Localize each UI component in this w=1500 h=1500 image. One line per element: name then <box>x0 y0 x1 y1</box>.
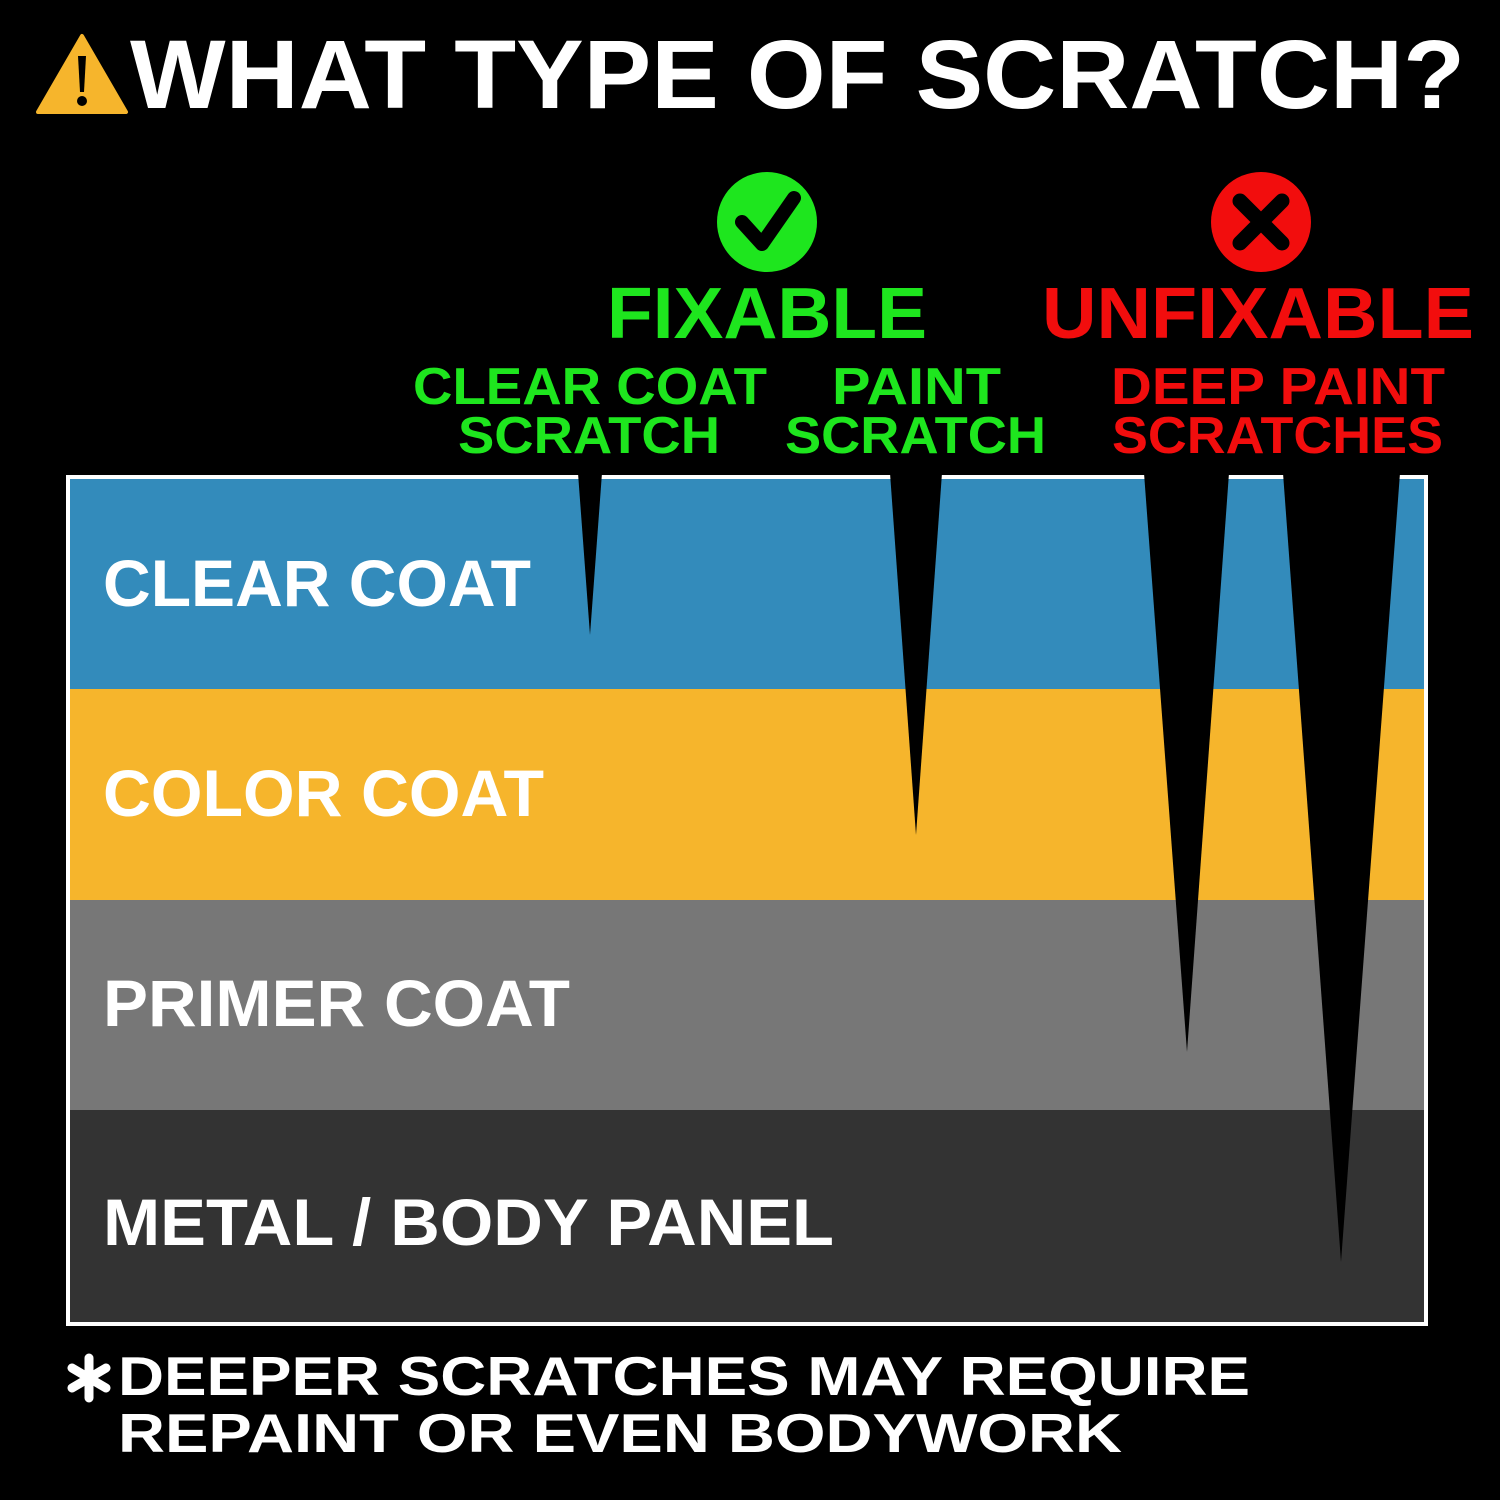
footnote-line2: REPAINT OR EVEN BODYWORK <box>118 1402 1122 1464</box>
layer-metal <box>70 1110 1424 1322</box>
asterisk-icon <box>67 1353 111 1403</box>
footnote-line1: DEEPER SCRATCHES MAY REQUIRE <box>118 1345 1250 1407</box>
scratch-clear-coat <box>578 473 602 635</box>
scratch-deep-1 <box>1144 473 1229 1052</box>
x-circle-icon <box>1211 172 1311 272</box>
scratch-type-paint-line2: SCRATCH <box>785 407 1046 465</box>
layer-label-primer-coat: PRIMER COAT <box>103 966 570 1040</box>
layer-label-clear-coat: CLEAR COAT <box>103 546 531 620</box>
fixable-label: FIXABLE <box>607 274 927 354</box>
scratch-paint <box>890 473 942 835</box>
scratch-type-clear-coat-line2: SCRATCH <box>458 407 720 465</box>
page-title: WHAT TYPE OF SCRATCH? <box>130 20 1465 129</box>
scratch-type-deep-line2: SCRATCHES <box>1112 407 1443 465</box>
check-circle-icon <box>717 172 817 272</box>
warning-triangle-icon <box>36 34 128 114</box>
scratch-type-clear-coat-line1: CLEAR COAT <box>413 358 767 416</box>
scratch-deep-2 <box>1283 473 1400 1262</box>
layer-primer-coat <box>70 900 1424 1111</box>
scratch-type-deep-line1: DEEP PAINT <box>1111 358 1445 416</box>
unfixable-label: UNFIXABLE <box>1042 274 1474 354</box>
layer-label-metal: METAL / BODY PANEL <box>103 1185 834 1259</box>
scratch-type-paint-line1: PAINT <box>832 358 1001 416</box>
layer-label-color-coat: COLOR COAT <box>103 756 544 830</box>
